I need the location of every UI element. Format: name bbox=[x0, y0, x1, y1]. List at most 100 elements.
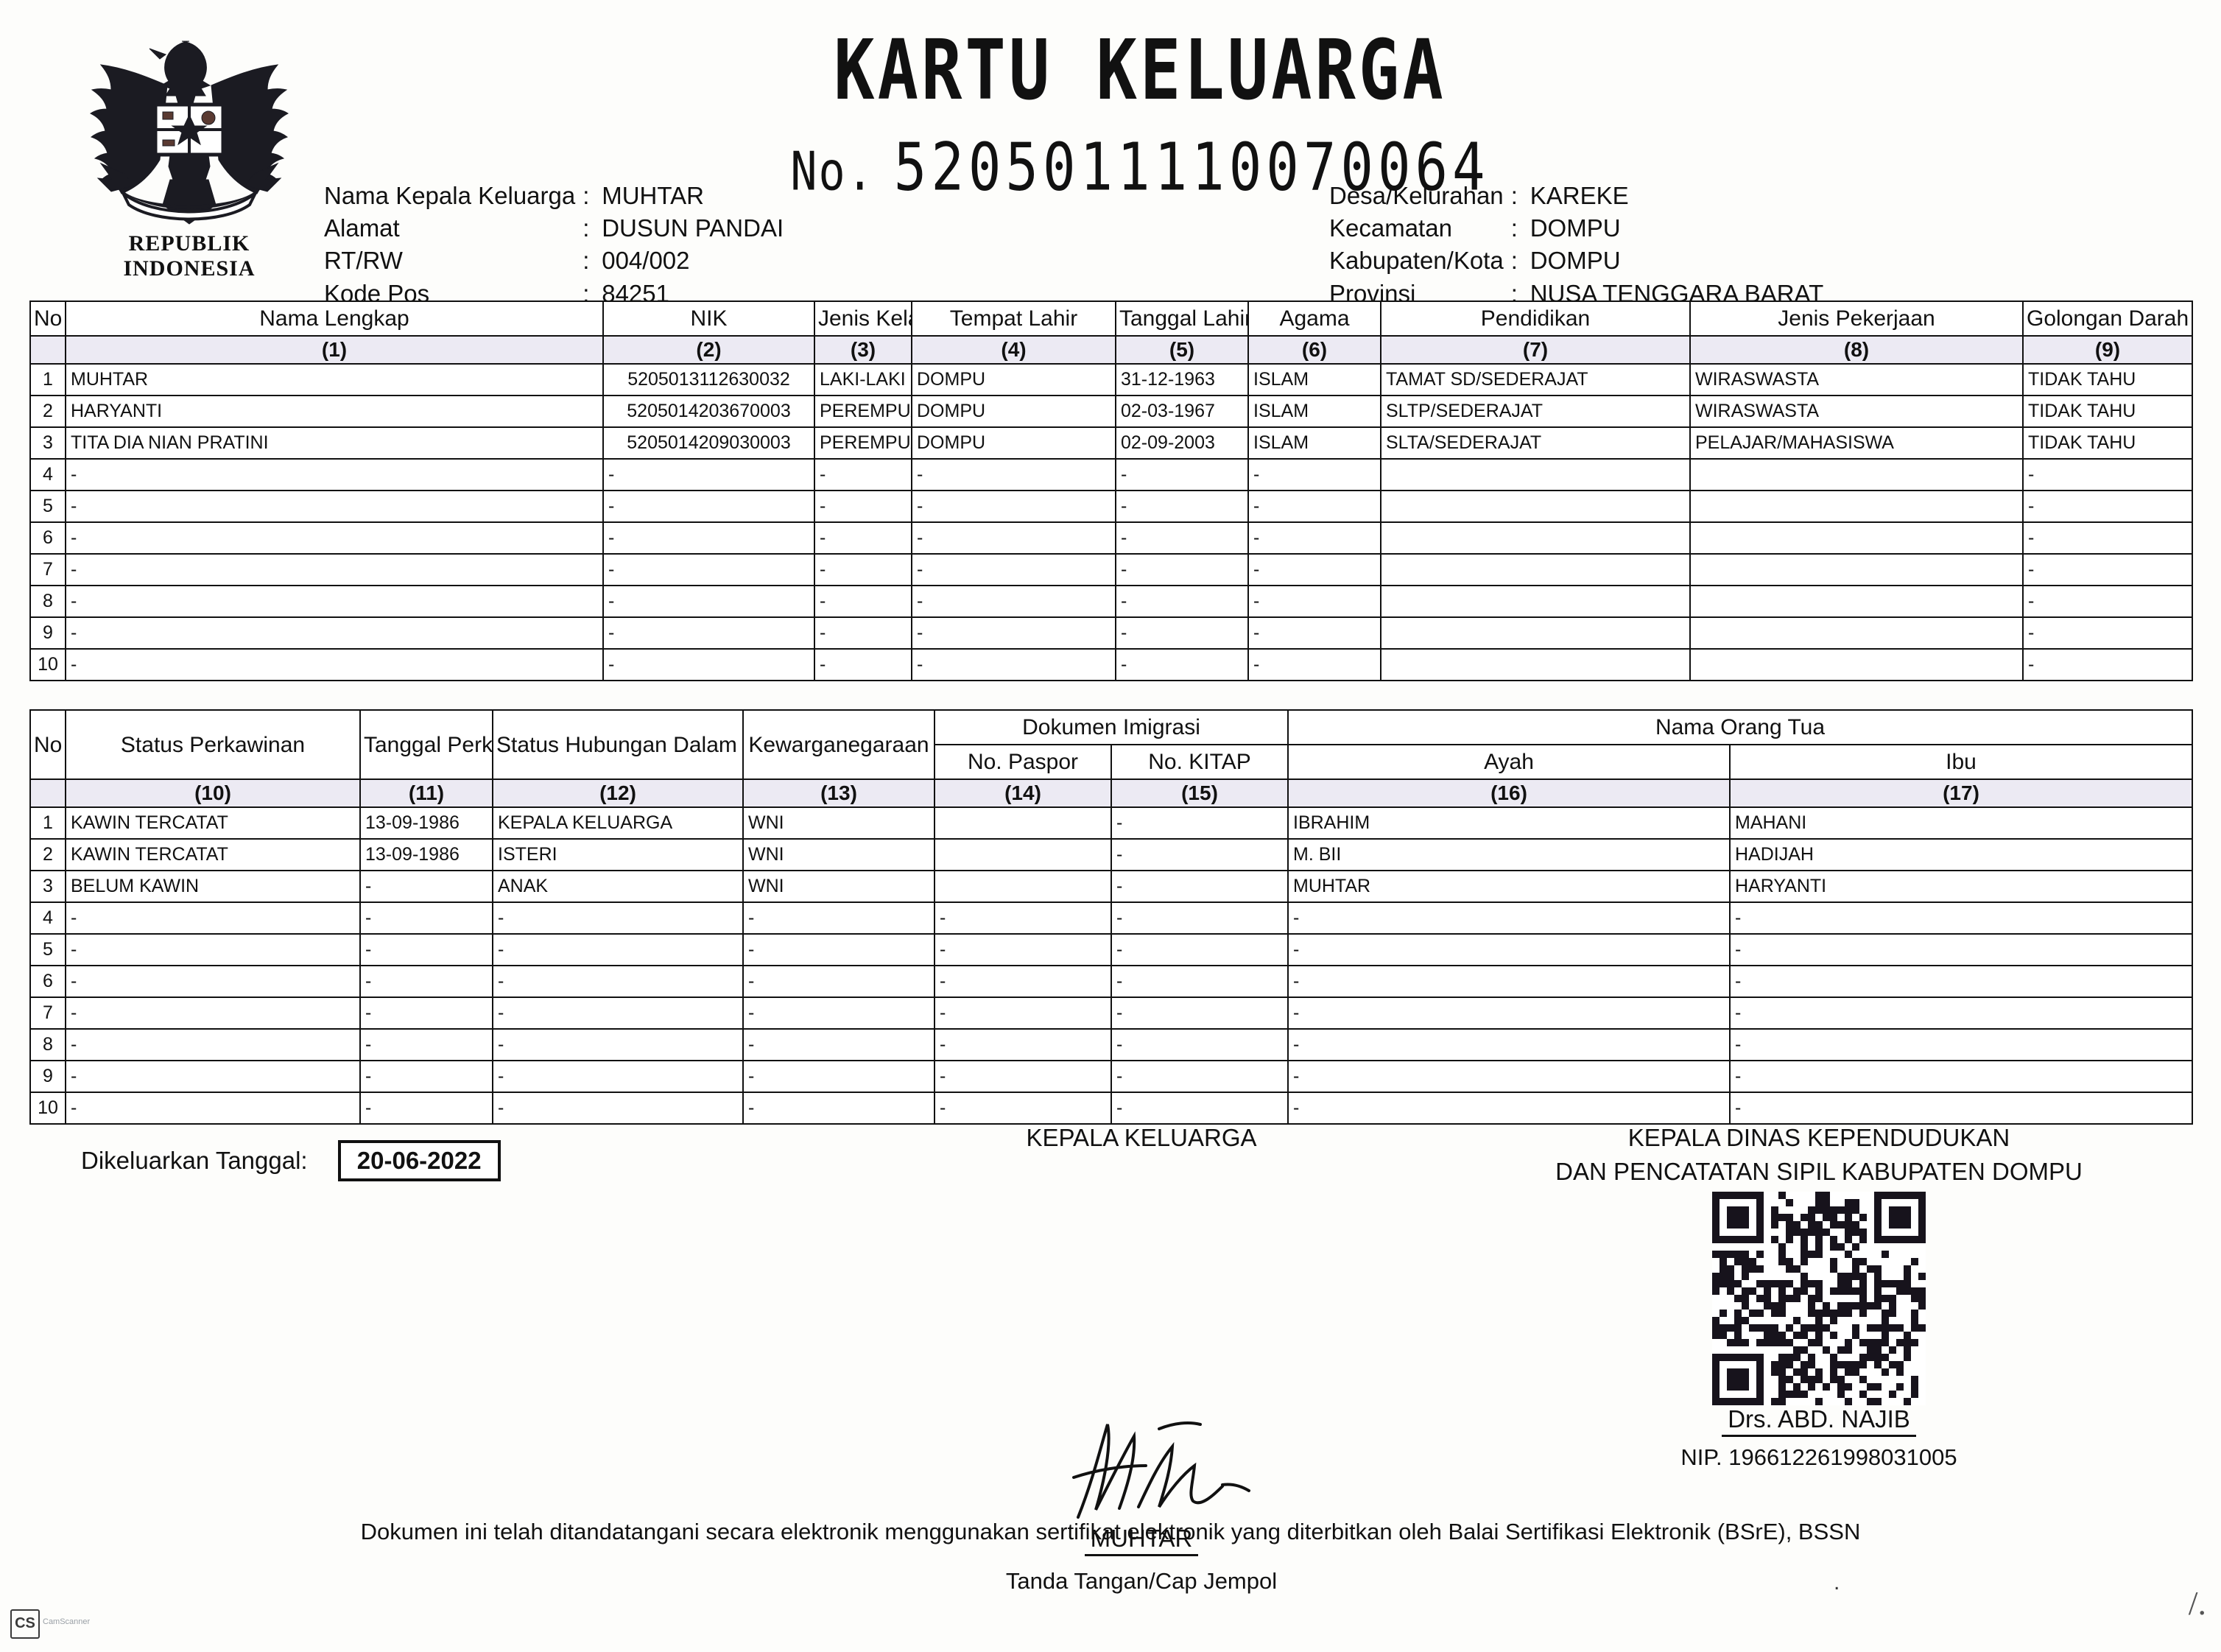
table-row: 1 MUHTAR 5205013112630032 LAKI-LAKI DOMPU 31-… bbox=[29, 363, 2193, 396]
th2-kewarganegaraan: Kewarganegaraan bbox=[742, 709, 935, 780]
member-agama: ISLAM bbox=[1247, 363, 1381, 396]
member-no-paspor bbox=[934, 870, 1112, 903]
member-tanggal-perkawinan: - bbox=[359, 901, 493, 935]
meta-value: KAREKE bbox=[1530, 182, 1629, 209]
meta-value: DOMPU bbox=[1530, 247, 1621, 275]
colnum-6: (6) bbox=[1247, 335, 1381, 365]
member-nama-ayah: IBRAHIM bbox=[1287, 806, 1731, 840]
electronic-signature-disclaimer: Dokumen ini telah ditandatangani secara … bbox=[360, 1519, 1861, 1544]
member-no: 4 bbox=[29, 458, 66, 491]
th2-dokumen-imigrasi: Dokumen Imigrasi bbox=[934, 709, 1289, 745]
member-nama-ibu: - bbox=[1729, 1028, 2193, 1061]
signature-caption: Tanda Tangan/Cap Jempol bbox=[1005, 1568, 1278, 1594]
office-title-line2: DAN PENCATATAN SIPIL KABUPATEN DOMPU bbox=[1555, 1158, 2083, 1186]
qr-code-icon bbox=[1712, 1192, 1926, 1405]
member-tanggal-lahir: 02-09-2003 bbox=[1115, 426, 1249, 460]
meta-label: Nama Kepala Keluarga bbox=[324, 182, 576, 209]
member-tempat-lahir: DOMPU bbox=[911, 363, 1116, 396]
th-jenis-pekerjaan: Jenis Pekerjaan bbox=[1689, 300, 2024, 337]
member-nik: - bbox=[602, 648, 815, 681]
meta-row-kecamatan: Kecamatan : DOMPU bbox=[1329, 212, 1823, 245]
member-no: 6 bbox=[29, 965, 66, 998]
member-nama-ibu: - bbox=[1729, 997, 2193, 1030]
member-jenis-kelamin: PEREMPUAN bbox=[814, 426, 912, 460]
member-no-kitap: - bbox=[1110, 965, 1289, 998]
member-nama-lengkap: - bbox=[65, 458, 604, 491]
member-tempat-lahir: - bbox=[911, 458, 1116, 491]
meta-separator: : bbox=[1510, 247, 1518, 275]
meta-label: Alamat bbox=[324, 214, 400, 242]
member-status-perkawinan: - bbox=[65, 1092, 361, 1125]
member-tempat-lahir: DOMPU bbox=[911, 395, 1116, 428]
colnum-15: (15) bbox=[1110, 778, 1289, 808]
meta-row-alamat: Alamat : DUSUN PANDAI bbox=[324, 212, 784, 245]
meta-separator: : bbox=[1510, 214, 1518, 242]
member-jenis-kelamin: - bbox=[814, 490, 912, 523]
table-row: 7------- bbox=[29, 553, 2193, 586]
member-nama-ayah: M. BII bbox=[1287, 838, 1731, 871]
meta-row-nama-kepala-keluarga: Nama Kepala Keluarga : MUHTAR bbox=[324, 180, 784, 212]
table-row: 10- - - - - - - - bbox=[29, 1092, 2193, 1125]
member-jenis-kelamin: - bbox=[814, 521, 912, 555]
table-row: 2 KAWIN TERCATAT 13-09-1986 ISTERI WNI - M. BI… bbox=[29, 838, 2193, 871]
member-tanggal-lahir: 31-12-1963 bbox=[1115, 363, 1249, 396]
member-agama: - bbox=[1247, 648, 1381, 681]
member-nama-ibu: - bbox=[1729, 1060, 2193, 1093]
member-nama-ibu: - bbox=[1729, 901, 2193, 935]
member-golongan-darah: - bbox=[2022, 521, 2193, 555]
family-members-table-wrapper: No Nama Lengkap NIK Jenis Kelamin Tempat… bbox=[29, 300, 2193, 681]
member-no-kitap: - bbox=[1110, 870, 1289, 903]
member-status-perkawinan: KAWIN TERCATAT bbox=[65, 838, 361, 871]
member-no: 3 bbox=[29, 870, 66, 903]
member-status-hubungan: - bbox=[492, 965, 744, 998]
th-no: No bbox=[29, 300, 66, 337]
table-row: 5------- bbox=[29, 490, 2193, 523]
member-no-paspor: - bbox=[934, 1092, 1112, 1125]
member-nik: - bbox=[602, 521, 815, 555]
colnum-2: (2) bbox=[602, 335, 815, 365]
member-pendidikan: SLTA/SEDERAJAT bbox=[1380, 426, 1691, 460]
colnum-9: (9) bbox=[2022, 335, 2193, 365]
head-of-family-name: MUHTAR bbox=[1084, 1525, 1199, 1556]
meta-separator: : bbox=[1510, 182, 1518, 209]
meta-separator: : bbox=[582, 182, 590, 209]
colnum-16: (16) bbox=[1287, 778, 1731, 808]
member-tanggal-lahir: - bbox=[1115, 553, 1249, 586]
member-jenis-kelamin: LAKI-LAKI bbox=[814, 363, 912, 396]
meta-separator: : bbox=[582, 247, 590, 275]
member-golongan-darah: TIDAK TAHU bbox=[2022, 426, 2193, 460]
meta-row-desa-kelurahan: Desa/Kelurahan : KAREKE bbox=[1329, 180, 1823, 212]
head-of-family-signature-block: MUHTAR Tanda Tangan/Cap Jempol bbox=[950, 1414, 1333, 1595]
member-no-kitap: - bbox=[1110, 1060, 1289, 1093]
member-status-perkawinan: - bbox=[65, 933, 361, 966]
member-no: 1 bbox=[29, 806, 66, 840]
corner-slash-mark: /. bbox=[2188, 1584, 2206, 1622]
document-header: REPUBLIK INDONESIA KARTU KELUARGA No. 520… bbox=[0, 0, 2221, 307]
member-nama-lengkap: - bbox=[65, 553, 604, 586]
member-nama-ibu: - bbox=[1729, 933, 2193, 966]
member-tanggal-perkawinan: - bbox=[359, 1060, 493, 1093]
member-jenis-kelamin: - bbox=[814, 616, 912, 650]
kk-number-label: No. bbox=[790, 141, 875, 203]
official-signature-block: Drs. ABD. NAJIB NIP. 196612261998031005 bbox=[1480, 1192, 2158, 1471]
member-nama-lengkap: - bbox=[65, 490, 604, 523]
table2-column-number-row: (10) (11) (12) (13) (14) (15) (16) (17) bbox=[29, 778, 2193, 808]
member-pendidikan: TAMAT SD/SEDERAJAT bbox=[1380, 363, 1691, 396]
member-no-paspor: - bbox=[934, 1060, 1112, 1093]
member-golongan-darah: - bbox=[2022, 585, 2193, 618]
family-members-table: No Nama Lengkap NIK Jenis Kelamin Tempat… bbox=[29, 300, 2193, 681]
meta-separator: : bbox=[582, 279, 590, 307]
member-no: 8 bbox=[29, 1028, 66, 1061]
member-nama-lengkap: - bbox=[65, 521, 604, 555]
member-jenis-kelamin: - bbox=[814, 585, 912, 618]
member-status-perkawinan: KAWIN TERCATAT bbox=[65, 806, 361, 840]
member-jenis-kelamin: - bbox=[814, 458, 912, 491]
table-row: 8-------- bbox=[29, 1028, 2193, 1061]
member-no: 10 bbox=[29, 1092, 66, 1125]
member-nik: 5205013112630032 bbox=[602, 363, 815, 396]
member-tanggal-lahir: - bbox=[1115, 458, 1249, 491]
member-pendidikan bbox=[1380, 553, 1691, 586]
member-no-paspor: - bbox=[934, 965, 1112, 998]
table-row: 3 BELUM KAWIN - ANAK WNI - MUHTAR HARYANTI bbox=[29, 870, 2193, 903]
colnum-8: (8) bbox=[1689, 335, 2024, 365]
